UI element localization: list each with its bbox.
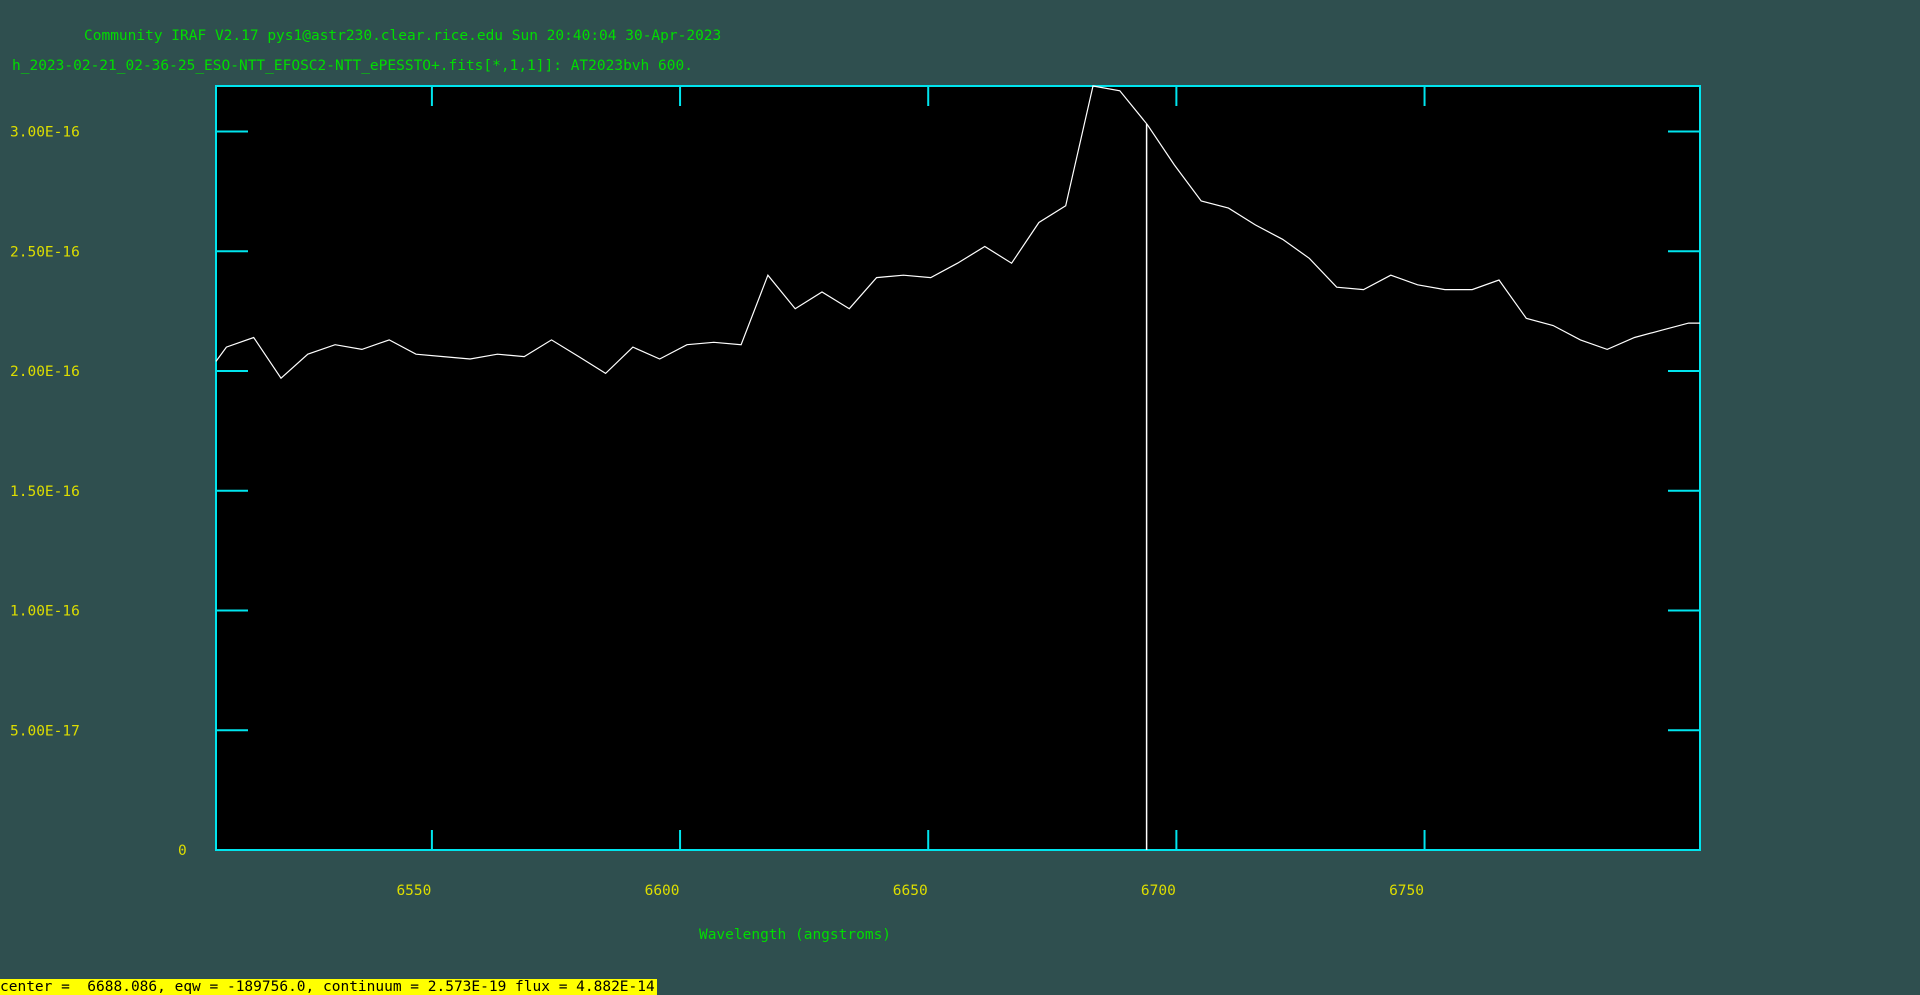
- y-tick-label: 1.00E-16: [10, 604, 80, 620]
- spectrum-plot[interactable]: 0 5.00E-17 1.00E-16 1.50E-16 2.00E-16 2.50E-1…: [0, 0, 1920, 975]
- spectrum-line: [215, 85, 1700, 380]
- y-tick-label: 3.00E-16: [10, 125, 80, 141]
- x-axis-label: Wavelength (angstroms): [699, 927, 891, 943]
- frame-border: [215, 85, 1701, 851]
- y-tick-label: 2.50E-16: [10, 244, 80, 260]
- x-tick-label: 6650: [893, 883, 928, 899]
- x-tick-label: 6700: [1141, 883, 1176, 899]
- axis-ticks: [216, 86, 1700, 850]
- plot-title: h_2023-02-21_02-36-25_ESO-NTT_EFOSC2-NTT…: [12, 58, 693, 74]
- y-tick-label: 0: [178, 843, 187, 859]
- x-tick-label: 6550: [396, 883, 431, 899]
- x-tick-label: 6600: [645, 883, 680, 899]
- y-tick-labels: 0 5.00E-17 1.00E-16 1.50E-16 2.00E-16 2.50E-1…: [10, 125, 187, 859]
- status-line: center = 6688.086, eqw = -189756.0, cont…: [0, 979, 657, 995]
- plot-area[interactable]: [216, 86, 1700, 850]
- x-tick-labels: 6550 6600 6650 6700 6750: [396, 883, 1424, 899]
- plot-frame: [215, 85, 1701, 851]
- header-system-line: Community IRAF V2.17 pys1@astr230.clear.…: [84, 28, 722, 44]
- y-tick-label: 2.00E-16: [10, 364, 80, 380]
- y-tick-label: 1.50E-16: [10, 484, 80, 500]
- y-tick-label: 5.00E-17: [10, 723, 80, 739]
- x-tick-label: 6750: [1389, 883, 1424, 899]
